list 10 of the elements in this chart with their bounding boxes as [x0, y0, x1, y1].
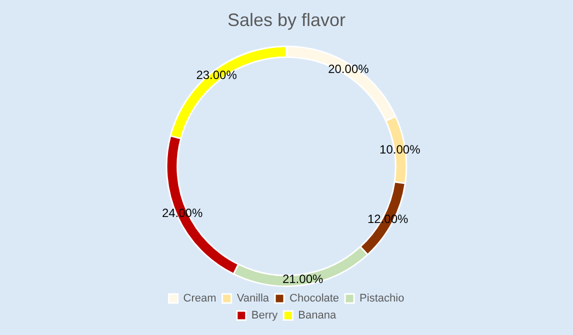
- legend-label: Berry: [251, 310, 278, 322]
- chart-title: Sales by flavor: [227, 10, 346, 30]
- legend-label: Chocolate: [290, 292, 340, 305]
- data-label: 21.00%: [282, 272, 324, 286]
- legend-label: Cream: [183, 292, 216, 305]
- data-label: 20.00%: [328, 62, 370, 76]
- legend-label: Vanilla: [236, 292, 270, 305]
- legend-label: Banana: [298, 310, 337, 322]
- data-label: 10.00%: [380, 142, 421, 156]
- legend-label: Pistachio: [360, 292, 404, 305]
